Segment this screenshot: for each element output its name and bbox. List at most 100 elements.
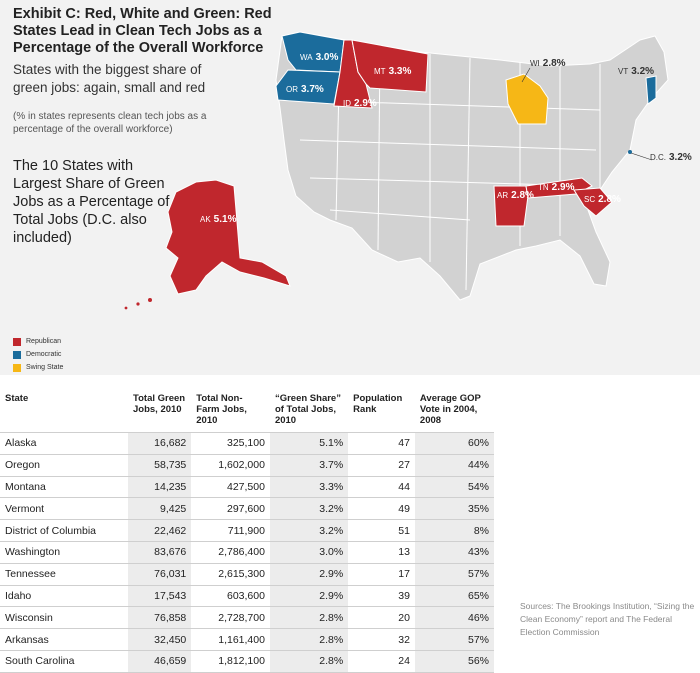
table-cell: 46% bbox=[414, 606, 494, 630]
table-cell: Washington bbox=[0, 541, 128, 564]
table-cell: 35% bbox=[414, 497, 494, 521]
table-cell: 3.3% bbox=[269, 476, 349, 499]
table-cell: 46,659 bbox=[128, 650, 192, 673]
table-column-header: Average GOP Vote in 2004, 2008 bbox=[414, 386, 494, 433]
chart-title: Exhibit C: Red, White and Green: Red Sta… bbox=[13, 6, 272, 56]
map-label-ar: AR 2.8% bbox=[497, 190, 534, 201]
map-label-sc: SC 2.8% bbox=[584, 194, 621, 205]
state-montana bbox=[351, 39, 429, 93]
map-state-pct: 2.8% bbox=[543, 58, 566, 69]
table-row: Idaho 17,543 603,600 2.9% 39 65% bbox=[0, 585, 494, 608]
table-cell: 43% bbox=[414, 541, 494, 564]
table-row: South Carolina 46,659 1,812,100 2.8% 24 56% bbox=[0, 650, 494, 673]
table-column-header: “Green Share” of Total Jobs, 2010 bbox=[269, 386, 349, 433]
table-cell: 47 bbox=[348, 432, 415, 455]
table-body: Alaska 16,682 325,100 5.1% 47 60% Oregon 58,735… bbox=[0, 432, 494, 673]
map-label-or: OR 3.7% bbox=[286, 84, 324, 95]
table-row: Arkansas 32,450 1,161,400 2.8% 32 57% bbox=[0, 628, 494, 651]
table-cell: 2,728,700 bbox=[191, 606, 270, 630]
table-cell: 17,543 bbox=[128, 585, 192, 608]
legend: Republican Democratic Swing State bbox=[13, 336, 63, 375]
table-row: Tennessee 76,031 2,615,300 2.9% 17 57% bbox=[0, 563, 494, 586]
map-label-wa: WA 3.0% bbox=[300, 52, 338, 63]
map-label-id: ID 2.9% bbox=[343, 98, 377, 109]
table-cell: Montana bbox=[0, 476, 128, 499]
table-cell: 9,425 bbox=[128, 497, 192, 521]
table-cell: 57% bbox=[414, 628, 494, 651]
table-column-header: Population Rank bbox=[348, 386, 415, 433]
table-cell: 24 bbox=[348, 650, 415, 673]
dc-leader-line bbox=[630, 152, 653, 161]
table-cell: Idaho bbox=[0, 585, 128, 608]
table-cell: 32,450 bbox=[128, 628, 192, 651]
table-cell: 49 bbox=[348, 497, 415, 521]
legend-label: Republican bbox=[26, 338, 62, 345]
legend-item-democratic: Democratic bbox=[13, 349, 63, 360]
table-cell: 76,858 bbox=[128, 606, 192, 630]
table-cell: Arkansas bbox=[0, 628, 128, 651]
table-cell: Oregon bbox=[0, 454, 128, 477]
map-state-abbr: MT bbox=[374, 67, 386, 76]
legend-item-republican: Republican bbox=[13, 336, 63, 347]
map-state-pct: 2.8% bbox=[511, 190, 534, 201]
table-cell: 39 bbox=[348, 585, 415, 608]
legend-label: Swing State bbox=[26, 364, 64, 371]
table-cell: 57% bbox=[414, 563, 494, 586]
table-cell: 54% bbox=[414, 476, 494, 499]
map-state-abbr: D.C. bbox=[650, 153, 666, 162]
table-cell: 44% bbox=[414, 454, 494, 477]
table-cell: 16,682 bbox=[128, 432, 192, 455]
table-cell: 2.9% bbox=[269, 585, 349, 608]
map-state-pct: 3.7% bbox=[301, 84, 324, 95]
map-state-pct: 5.1% bbox=[214, 214, 237, 225]
table-column-header: Total Non-Farm Jobs, 2010 bbox=[191, 386, 270, 433]
wi-leader-line bbox=[521, 67, 531, 83]
table-cell: 14,235 bbox=[128, 476, 192, 499]
table-row: Montana 14,235 427,500 3.3% 44 54% bbox=[0, 476, 494, 499]
map-state-abbr: ID bbox=[343, 99, 351, 108]
legend-label: Democratic bbox=[26, 351, 62, 358]
table-cell: South Carolina bbox=[0, 650, 128, 673]
sources-note: Sources: The Brookings Institution, “Siz… bbox=[520, 601, 695, 637]
table-cell: 325,100 bbox=[191, 432, 270, 455]
table-cell: 2.9% bbox=[269, 563, 349, 586]
table-cell: 2,615,300 bbox=[191, 563, 270, 586]
map-state-abbr: SC bbox=[584, 195, 595, 204]
table-cell: 1,161,400 bbox=[191, 628, 270, 651]
chart-note: (% in states represents clean tech jobs … bbox=[13, 111, 207, 135]
map-label-vt: VT 3.2% bbox=[618, 66, 654, 77]
map-state-pct: 2.9% bbox=[354, 98, 377, 109]
table-cell: 297,600 bbox=[191, 497, 270, 521]
table-cell: 2.8% bbox=[269, 628, 349, 651]
table-cell: 8% bbox=[414, 519, 494, 542]
map-label-mt: MT 3.3% bbox=[374, 66, 411, 77]
table-cell: 65% bbox=[414, 585, 494, 608]
data-table: State Total Green Jobs, 2010 Total Non-Far… bbox=[0, 386, 494, 673]
table-cell: 27 bbox=[348, 454, 415, 477]
table-cell: 60% bbox=[414, 432, 494, 455]
us-map: WA 3.0% OR 3.7% ID 2.9% MT 3.3% WI 2.8% VT 3.2… bbox=[124, 31, 692, 310]
table-cell: Wisconsin bbox=[0, 606, 128, 630]
map-state-abbr: AK bbox=[200, 215, 211, 224]
table-cell: 711,900 bbox=[191, 519, 270, 542]
map-state-abbr: VT bbox=[618, 67, 628, 76]
table-cell: 17 bbox=[348, 563, 415, 586]
table-header-row: State Total Green Jobs, 2010 Total Non-Far… bbox=[0, 386, 494, 433]
map-label-ak: AK 5.1% bbox=[200, 214, 237, 225]
map-state-pct: 2.8% bbox=[598, 194, 621, 205]
table-cell: 1,602,000 bbox=[191, 454, 270, 477]
map-state-abbr: WA bbox=[300, 53, 313, 62]
map-label-wi: WI 2.8% bbox=[530, 58, 566, 69]
map-state-abbr: TN bbox=[538, 183, 549, 192]
table-cell: 22,462 bbox=[128, 519, 192, 542]
table-cell: 3.2% bbox=[269, 497, 349, 521]
legend-swatch-democratic bbox=[13, 350, 21, 359]
state-oregon bbox=[275, 69, 341, 105]
state-wisconsin bbox=[505, 73, 549, 125]
map-state-pct: 3.2% bbox=[669, 152, 692, 163]
map-state-abbr: WI bbox=[530, 59, 540, 68]
table-cell: 2.8% bbox=[269, 606, 349, 630]
table-cell: 20 bbox=[348, 606, 415, 630]
table-cell: Alaska bbox=[0, 432, 128, 455]
map-label-tn: TN 2.9% bbox=[538, 182, 575, 193]
